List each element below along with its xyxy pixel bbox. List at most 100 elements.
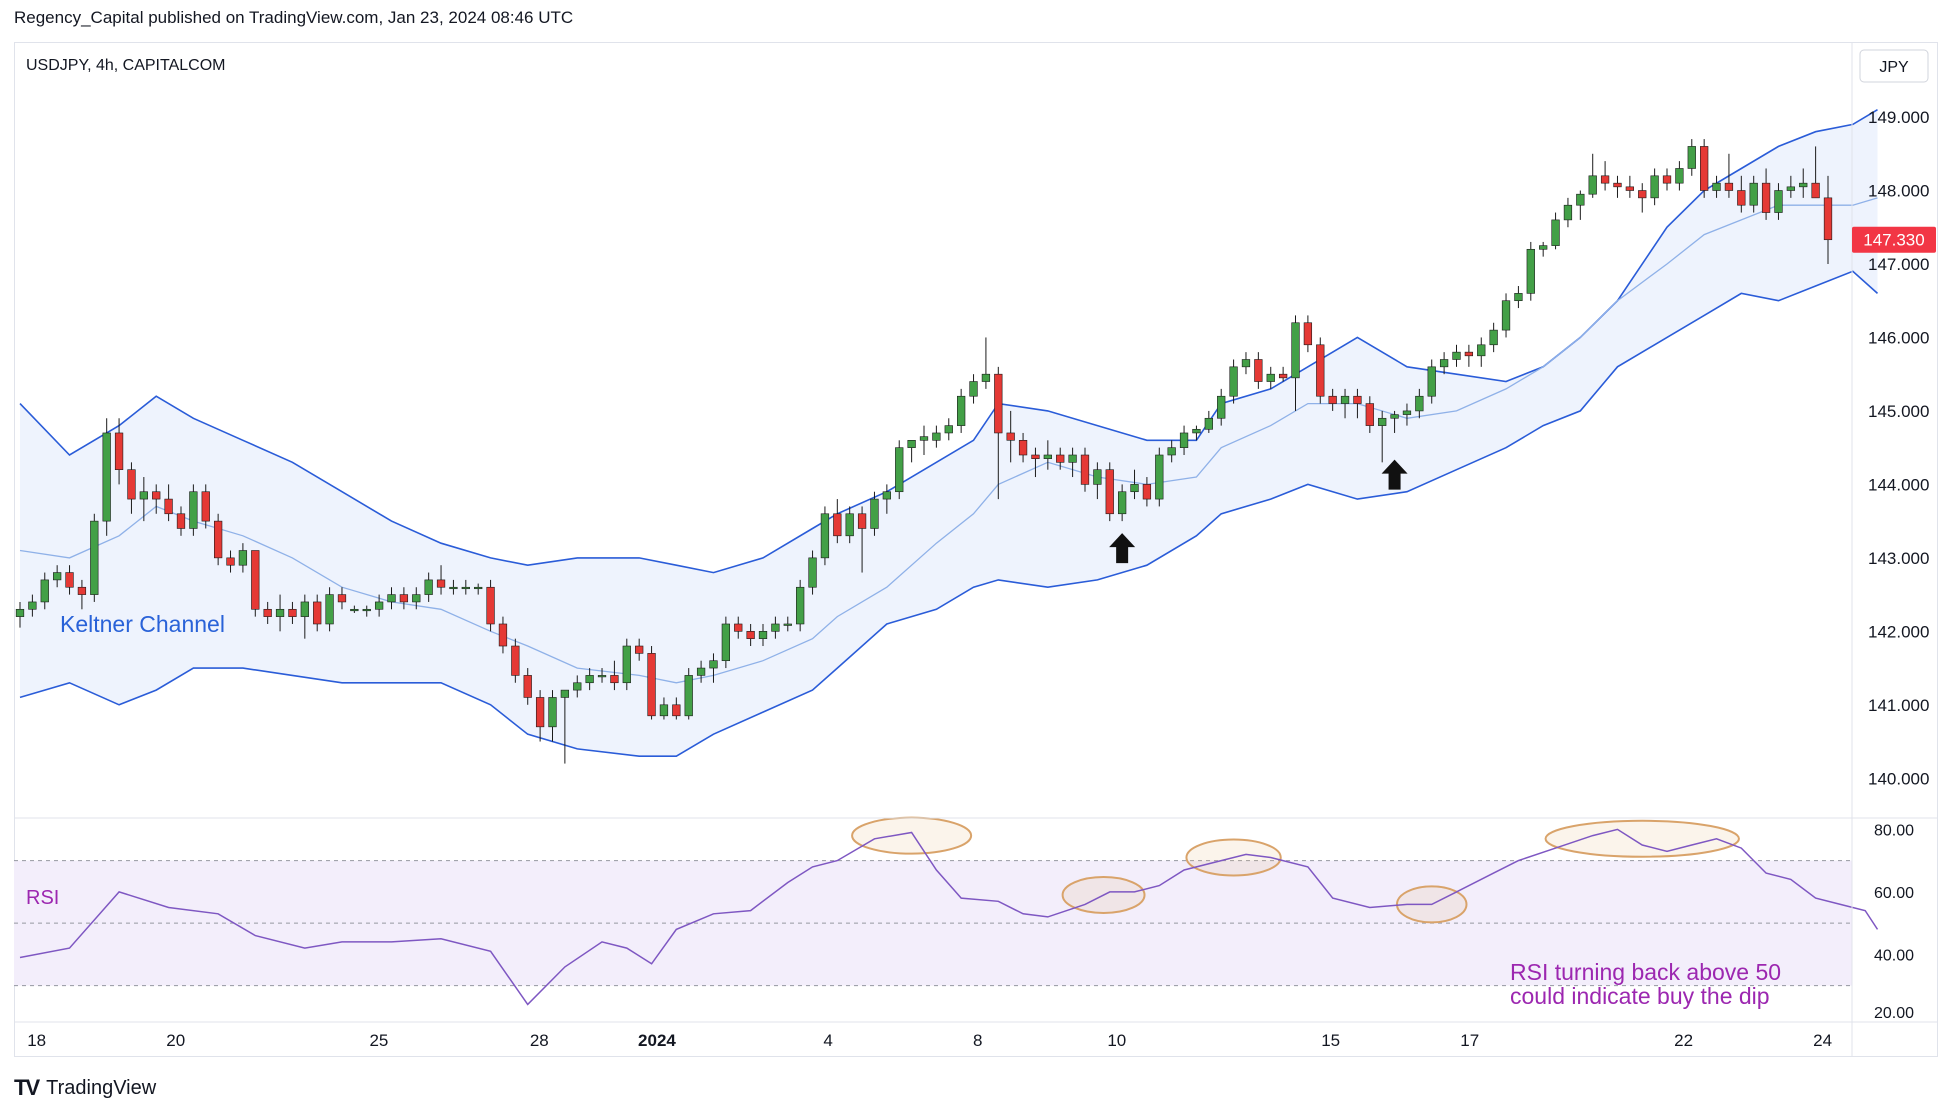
candle-body [77,586,87,595]
rsi-tick-label: 20.00 [1874,1005,1914,1022]
candle [263,601,272,624]
candle-body [102,432,111,522]
candle [102,418,111,536]
candle [213,513,223,566]
rsi-tick-label: 80.00 [1874,822,1914,839]
candle-body [833,513,842,537]
candle [164,484,173,522]
time-tick-label: 17 [1460,1031,1479,1050]
candle-body [1427,366,1436,397]
candle [1241,352,1251,375]
candle [1056,447,1065,470]
candle [1625,175,1635,198]
candle-body [1700,146,1709,191]
candle [1204,410,1213,433]
candle [1217,388,1226,426]
candle [857,506,867,573]
candle [474,583,483,595]
candle-body [486,586,495,625]
price-pane: Keltner Channel [15,109,1879,764]
candle [461,579,470,595]
candle-body [313,601,322,625]
candle [399,587,409,610]
candle [647,646,656,720]
candle [350,605,359,613]
time-tick-label: 25 [369,1031,388,1050]
price-tick-label: 143.000 [1868,549,1929,568]
candle-body [1365,403,1374,426]
candle [1328,388,1337,411]
candle-body [1415,395,1424,412]
candle-body [672,704,681,717]
candle [1278,366,1288,382]
candle-body [511,645,520,676]
candle-body [1501,300,1511,331]
candle-body [1353,395,1362,404]
candle [152,484,161,514]
candle [659,697,669,720]
candle [127,462,136,514]
candle-body [1378,417,1387,426]
candle-body [1142,484,1152,500]
candle [684,668,693,720]
candle-body [1031,454,1040,459]
candle [1439,352,1449,375]
time-tick-label: 20 [166,1031,185,1050]
candle [1811,146,1820,199]
candle-body [1340,395,1350,404]
candle-body [808,557,817,588]
candle [833,499,842,544]
candle [932,425,941,448]
candle-body [1551,219,1560,246]
candle-body [127,469,136,500]
candle-body [288,608,297,617]
candle [548,690,557,742]
candle [535,690,545,742]
candle [820,506,830,566]
candle-body [981,373,991,382]
candle [1340,388,1350,419]
candle-body [746,631,755,639]
candle [176,506,186,536]
candle [288,601,297,624]
candle-body [1737,190,1746,206]
candle-body [1662,175,1672,184]
candle-body [1799,182,1808,188]
candle [1823,175,1833,264]
candle [15,601,25,628]
candle-body [1204,417,1213,430]
candle-body [226,557,235,566]
candle-body [201,491,210,522]
candle-body [969,381,978,397]
candle-body [870,498,879,529]
currency-button [1859,49,1929,83]
rsi-tick-label: 60.00 [1874,885,1914,902]
currency-label: JPY [1879,59,1909,76]
candle-body [1588,175,1597,195]
rsi-highlight-ellipse [1544,819,1740,858]
candle-body [1675,168,1684,184]
candle [1737,175,1746,213]
candle-body [1638,190,1647,199]
candle [337,587,347,610]
publish-header: Regency_Capital published on TradingView… [14,8,574,27]
candle [1390,410,1399,433]
candle [1130,469,1139,500]
candle [1539,241,1548,257]
keltner-channel-label: Keltner Channel [60,611,225,637]
time-tick-label: 4 [823,1031,832,1050]
candle [1167,440,1176,463]
candle [1477,337,1486,367]
candle [201,484,210,529]
candle-body [300,601,309,617]
candle-body [771,623,780,632]
candle-body [845,513,854,537]
candle-body [1823,197,1833,241]
candle-body [1328,395,1337,404]
candle [1774,183,1783,220]
candle [77,579,87,610]
candle [325,587,334,632]
candle-body [53,572,62,581]
